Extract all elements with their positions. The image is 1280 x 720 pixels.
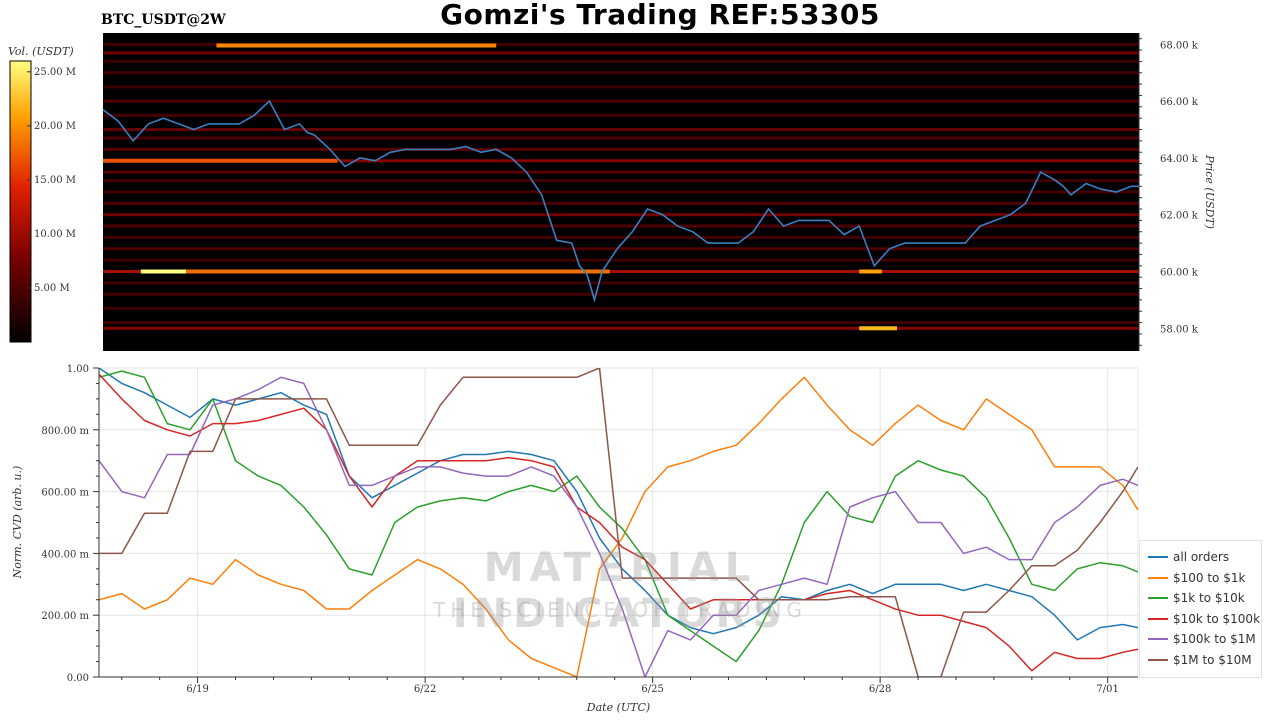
cvd-x-tick-label: 6/25 — [641, 684, 663, 695]
legend-swatch — [1148, 617, 1168, 620]
heatmap-level — [103, 292, 1139, 296]
legend: all orders $100 to $1k $1k to $10k $10k to … — [1139, 540, 1262, 678]
legend-item[interactable]: $1k to $10k — [1148, 588, 1245, 608]
colorbar-tick-label: 20.00 M — [34, 121, 76, 132]
heatmap-level — [103, 59, 1139, 63]
cvd-x-tick-label: 7/01 — [1096, 684, 1118, 695]
colorbar: Vol. (USDT) 5.00 M 10.00 M 15.00 M 20.00 M 25… — [8, 45, 76, 343]
colorbar-tick-label: 10.00 M — [34, 229, 76, 240]
series-line--100k-to-1m — [99, 376, 1138, 677]
cvd-y-tick-label: 200.00 m — [41, 611, 89, 622]
legend-item[interactable]: $100k to $1M — [1148, 629, 1256, 649]
heatmap-level — [103, 147, 1139, 151]
heatmap-level — [103, 113, 1139, 117]
price-tick-label: 62.00 k — [1160, 211, 1199, 222]
price-tick-label: 68.00 k — [1160, 40, 1199, 51]
cvd-y-tick-label: 0.00 — [67, 673, 89, 684]
price-tick-label: 64.00 k — [1160, 154, 1199, 165]
cvd-y-tick-label: 600.00 m — [41, 488, 89, 499]
colorbar-tick-label: 5.00 M — [34, 283, 70, 294]
chart-title: Gomzi's Trading REF:53305 — [440, 0, 880, 31]
heatmap-level — [103, 258, 1139, 262]
legend-item[interactable]: $10k to $100k — [1148, 609, 1260, 629]
legend-label: $100k to $1M — [1173, 632, 1256, 646]
legend-label: $100 to $1k — [1173, 570, 1246, 585]
legend-label: $1k to $10k — [1173, 591, 1245, 605]
heatmap-wall — [859, 269, 882, 274]
legend-swatch — [1148, 658, 1168, 661]
heatmap-level — [103, 213, 1139, 217]
heatmap-level — [103, 224, 1139, 228]
heatmap-level — [103, 281, 1139, 285]
legend-item[interactable]: all orders — [1148, 547, 1229, 567]
cvd-y-tick-label: 800.00 m — [41, 426, 89, 437]
price-tick-label: 60.00 k — [1160, 268, 1199, 279]
heatmap-level — [103, 51, 1139, 55]
colorbar-tick-label: 25.00 M — [34, 67, 76, 78]
heatmap-level — [103, 99, 1139, 103]
price-line — [103, 99, 1139, 303]
price-tick-label: 66.00 k — [1160, 97, 1199, 108]
heatmap-wall — [859, 326, 898, 331]
cvd-y-tick-label: 400.00 m — [41, 549, 89, 560]
heatmap-level — [103, 190, 1139, 194]
heatmap-level — [103, 270, 1139, 273]
series-line--1k-to-10k — [99, 370, 1138, 663]
x-axis-label: Date (UTC) — [586, 701, 650, 714]
heatmap-plot: 58.00 k 60.00 k 62.00 k 64.00 k 66.00 k 68.00… — [103, 33, 1216, 351]
legend-label: $10k to $100k — [1173, 611, 1261, 626]
series-line--100-to-1k — [99, 376, 1138, 677]
series-line-all-orders — [99, 368, 1138, 641]
heatmap-level — [103, 179, 1139, 183]
price-axis-label: Price (USDT) — [1203, 154, 1216, 229]
heatmap-wall — [186, 269, 610, 274]
legend-swatch — [1148, 597, 1168, 599]
heatmap-level — [103, 326, 1139, 330]
heatmap-wall — [140, 269, 187, 274]
heatmap-level — [103, 247, 1139, 251]
legend-label: all orders — [1173, 550, 1230, 564]
cvd-x-tick-label: 6/19 — [186, 684, 208, 695]
colorbar-label: Vol. (USDT) — [8, 45, 74, 58]
heatmap-level — [103, 321, 1139, 325]
series-line--10k-to-100k — [99, 373, 1138, 672]
heatmap-level — [103, 201, 1139, 205]
legend-label: $1M to $10M — [1173, 652, 1252, 667]
heatmap-level — [103, 235, 1139, 239]
legend-swatch — [1148, 556, 1168, 558]
legend-item[interactable]: $100 to $1k — [1148, 568, 1245, 588]
cvd-x-tick-label: 6/22 — [414, 684, 436, 695]
cvd-background — [98, 367, 1139, 678]
colorbar-tick-label: 15.00 M — [34, 175, 76, 186]
legend-item[interactable]: $1M to $10M — [1148, 650, 1252, 670]
series-line--1m-to-10m — [99, 368, 1138, 677]
legend-swatch — [1148, 638, 1168, 640]
heatmap-wall — [216, 43, 497, 48]
legend-swatch — [1148, 576, 1168, 579]
price-tick-label: 58.00 k — [1160, 324, 1199, 335]
colorbar-gradient — [9, 60, 32, 343]
heatmap-level — [103, 170, 1139, 174]
heatmap-level — [103, 136, 1139, 140]
heatmap-level — [103, 128, 1139, 132]
cvd-plot: 0.00 200.00 m 400.00 m 600.00 m 800.00 m 1.00… — [11, 364, 1139, 714]
heatmap-level — [103, 85, 1139, 89]
heatmap-level — [103, 159, 1139, 163]
y-axis-label: Norm. CVD (arb. u.) — [11, 466, 24, 580]
cvd-y-tick-label: 1.00 — [67, 364, 89, 375]
heatmap-level — [103, 71, 1139, 75]
symbol-label: BTC_USDT@2W — [101, 12, 226, 28]
cvd-x-tick-label: 6/28 — [869, 684, 891, 695]
heatmap-wall — [103, 158, 338, 163]
heatmap-level — [103, 42, 1139, 46]
heatmap-level — [103, 306, 1139, 310]
